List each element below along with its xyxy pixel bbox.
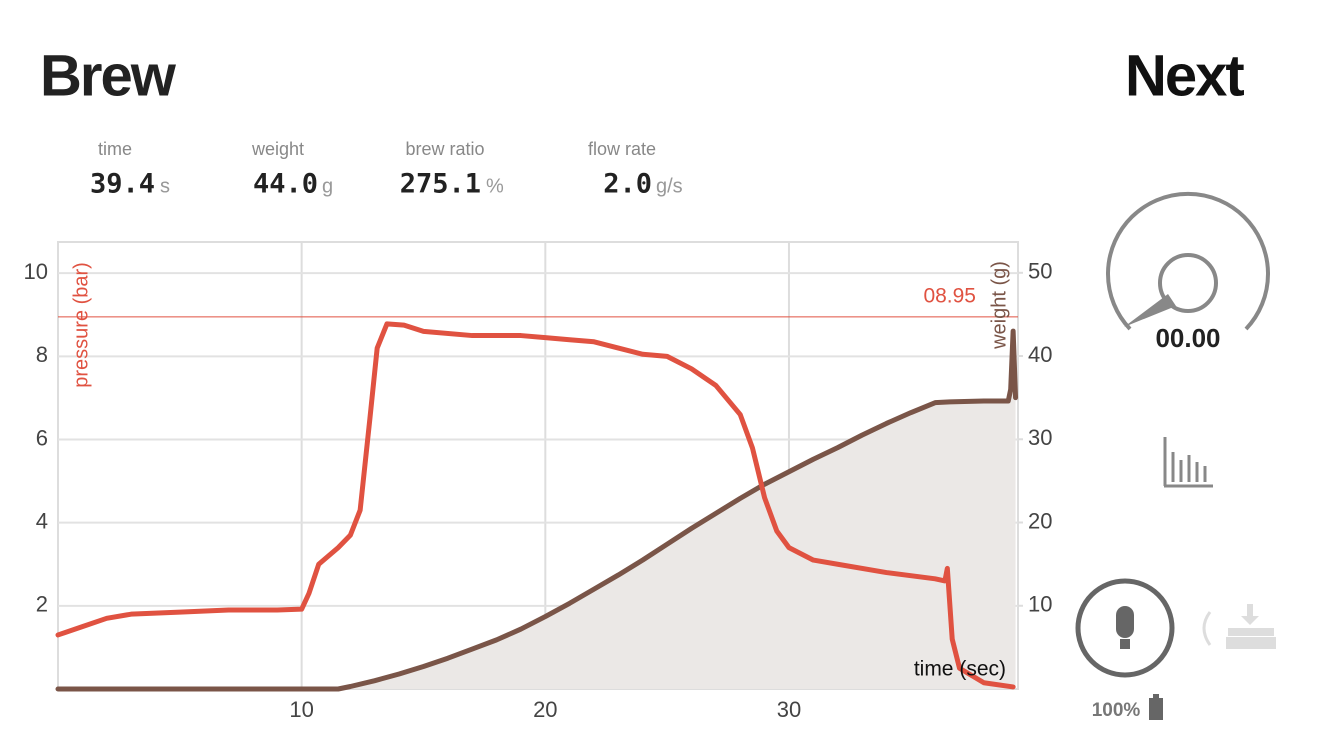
stat-value: 44.0 <box>253 169 318 200</box>
stat-value: 39.4 <box>90 169 155 200</box>
y2-tick-label: 20 <box>1028 508 1052 533</box>
page-title: Brew <box>40 43 177 108</box>
gauge-knob <box>1158 253 1218 313</box>
y2-axis-label: weight (g) <box>988 261 1010 350</box>
y2-tick-label: 50 <box>1028 259 1052 284</box>
stat-unit: % <box>486 175 504 197</box>
icon-arc <box>1202 611 1212 646</box>
line <box>55 321 1016 690</box>
reference-label: 08.95 <box>923 284 976 307</box>
button-ring <box>1075 578 1175 678</box>
y-tick-label: 6 <box>36 425 48 450</box>
x-axis-label: time (sec) <box>914 658 1006 681</box>
icon-arrow <box>1241 604 1259 625</box>
scale-icon[interactable] <box>1202 604 1276 649</box>
connect-button[interactable] <box>1075 578 1175 678</box>
stat-label: weight <box>251 139 304 159</box>
y-tick-label: 4 <box>36 508 48 533</box>
y-tick-label: 2 <box>36 592 48 617</box>
stat-unit: g <box>322 175 333 197</box>
battery-label: 100% <box>1092 700 1141 721</box>
next-button[interactable]: Next <box>1125 43 1246 108</box>
stat-value: 275.1 <box>400 169 481 200</box>
stat-unit: g/s <box>656 175 683 197</box>
stat-value: 2.0 <box>603 169 652 200</box>
icon-body <box>1116 606 1134 638</box>
chart: 10 20 30 2 4 6 8 10 10 20 30 40 50 08.95 pressure (bar… <box>24 241 1052 722</box>
icon-base <box>1120 639 1130 649</box>
stats-icon[interactable] <box>1163 437 1213 488</box>
stat-label: brew ratio <box>405 139 484 159</box>
x-tick-label: 30 <box>777 697 801 722</box>
stat-label: time <box>98 139 132 159</box>
y2-tick-label: 30 <box>1028 425 1052 450</box>
icon-plate <box>1228 628 1274 636</box>
icon-base <box>1226 637 1276 649</box>
x-tick-label: 10 <box>289 697 313 722</box>
y-axis-label: pressure (bar) <box>70 262 92 388</box>
stat-label: flow rate <box>588 139 656 159</box>
stat-unit: s <box>160 175 170 197</box>
x-tick-label: 20 <box>533 697 557 722</box>
battery-cap <box>1153 694 1159 698</box>
area <box>58 331 1016 689</box>
gauge-value: 00.00 <box>1155 323 1220 353</box>
gauge-arc <box>1106 191 1270 331</box>
y2-tick-label: 40 <box>1028 342 1052 367</box>
y2-tick-label: 10 <box>1028 592 1052 617</box>
y-tick-label: 8 <box>36 342 48 367</box>
battery-icon <box>1149 698 1163 720</box>
gauge[interactable]: 00.00 <box>1106 191 1270 353</box>
y-tick-label: 10 <box>24 259 48 284</box>
gauge-needle <box>1124 294 1176 327</box>
line <box>55 328 1019 692</box>
